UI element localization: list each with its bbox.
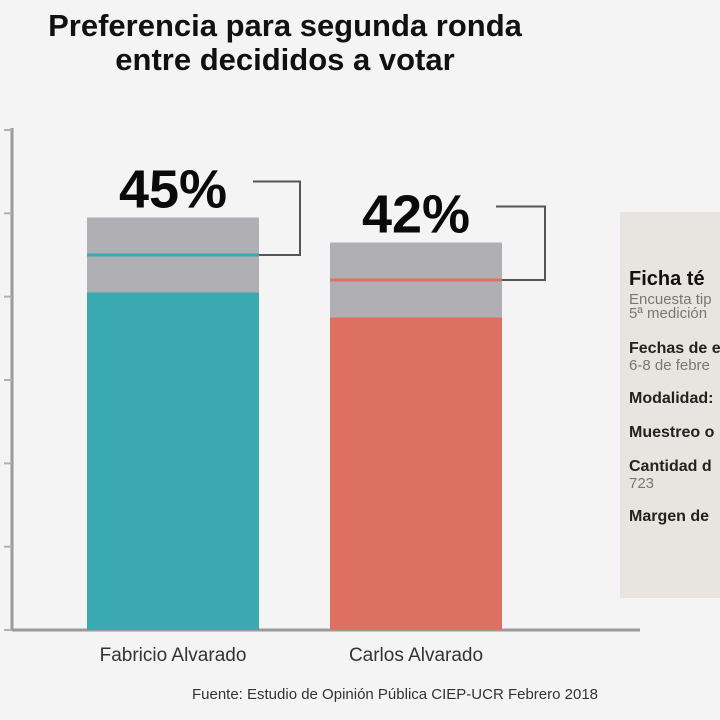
ficha-line: 723 xyxy=(629,475,655,492)
ficha-heading: Ficha té xyxy=(629,268,705,290)
category-label: Carlos Alvarado xyxy=(349,645,483,666)
ficha-label: Muestreo o xyxy=(629,424,715,441)
source-note: Fuente: Estudio de Opinión Pública CIEP-… xyxy=(191,686,599,703)
ficha-label: Cantidad d xyxy=(629,458,712,475)
bar xyxy=(87,292,259,630)
ficha-label: Margen de xyxy=(629,508,710,525)
ficha-line: 6-8 de febre xyxy=(629,357,710,374)
ficha-label: Fechas de e xyxy=(629,340,720,357)
bracket xyxy=(253,180,301,256)
chart-title-line-1: Preferencia para segunda ronda xyxy=(48,8,522,43)
bar xyxy=(330,317,502,630)
ficha-label: Modalidad: xyxy=(629,390,714,407)
ficha-line: 5ª medición xyxy=(629,305,708,322)
chart-title-line-2: entre decididos a votar xyxy=(115,42,455,77)
category-label: Fabricio Alvarado xyxy=(100,645,247,666)
ficha-tecnica-panel: Ficha té Encuesta tip 5ª medición Fechas… xyxy=(620,212,720,598)
ficha-line: Encuesta tip xyxy=(629,291,712,308)
data-label: 42% xyxy=(362,185,470,245)
bracket xyxy=(496,205,546,281)
data-label: 45% xyxy=(119,160,227,220)
